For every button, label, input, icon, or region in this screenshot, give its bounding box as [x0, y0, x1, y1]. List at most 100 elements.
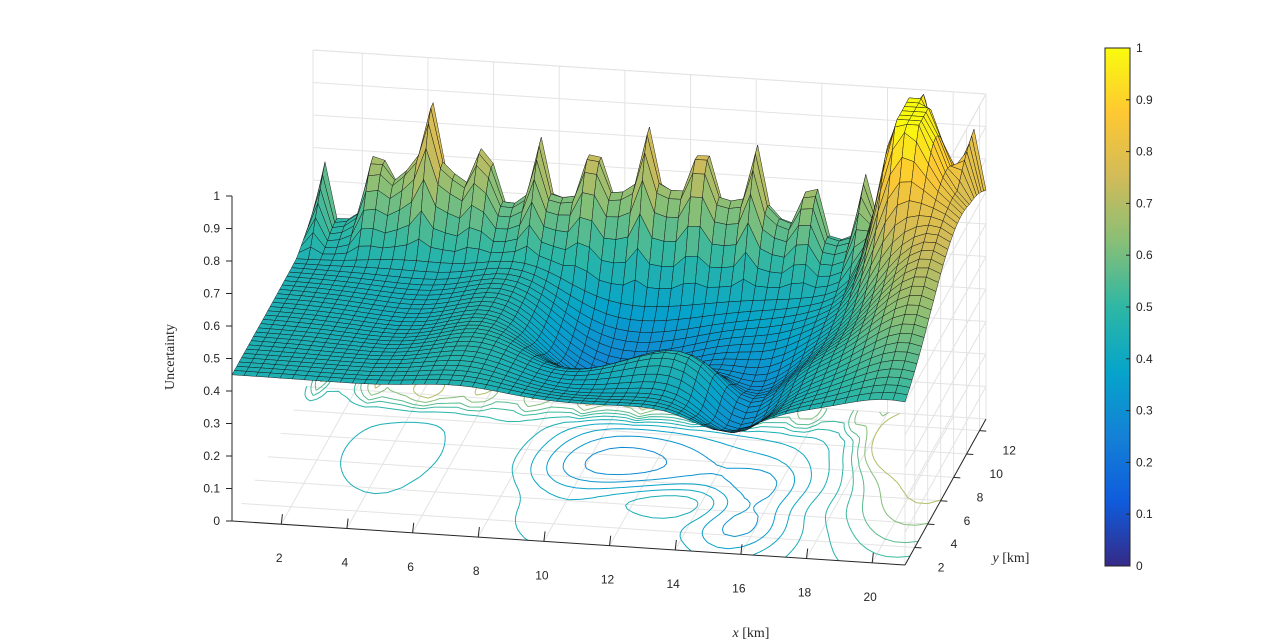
surface-face [327, 377, 343, 383]
y-tick-label: 8 [977, 490, 984, 504]
x-tick-mark [477, 527, 480, 538]
colorbar-tick-label: 0 [1136, 559, 1143, 573]
y-tick-label: 12 [1003, 444, 1017, 458]
contour-line [584, 446, 668, 476]
contour-line [530, 423, 812, 556]
surface-face [923, 233, 939, 243]
x-tick-mark [609, 535, 612, 546]
x-tick-label: 16 [732, 581, 746, 595]
z-tick-label: 0.5 [203, 352, 220, 366]
x-tick-mark [543, 531, 546, 542]
right-wall-grid-line [904, 353, 987, 501]
right-wall-grid-line [904, 256, 987, 403]
surface-mesh [231, 93, 987, 433]
x-axis-label: x [km] [732, 626, 770, 641]
contour-line [340, 419, 830, 558]
x-tick-label: 10 [535, 568, 549, 582]
floor-grid-line [477, 390, 560, 538]
surface-face [440, 249, 456, 264]
surface-face [370, 156, 386, 165]
x-tick-label: 6 [407, 560, 414, 574]
floor-grid-line [871, 416, 954, 564]
floor-grid-line [254, 479, 928, 525]
surface-face [630, 305, 646, 321]
floor-grid-line [306, 386, 980, 432]
y-tick-label: 10 [990, 467, 1004, 481]
x-tick-mark [674, 539, 677, 551]
contour-line [304, 386, 846, 561]
z-tick-label: 0.3 [203, 417, 220, 431]
colorbar-tick-label: 0.4 [1136, 352, 1153, 366]
right-wall-grid-line [904, 386, 987, 533]
back-wall-grid-line [312, 82, 987, 127]
contour-line [562, 435, 778, 538]
surface-face [425, 261, 441, 273]
surface-face [644, 287, 660, 307]
z-tick-label: 0.4 [203, 384, 220, 398]
colorbar-tick-label: 0.3 [1136, 404, 1153, 418]
z-axis-label: Uncertainty [163, 324, 178, 390]
colorbar-tick-label: 0.8 [1136, 145, 1153, 159]
x-tick-label: 14 [667, 577, 681, 591]
x-tick-mark [280, 514, 283, 525]
right-wall-grid-line [904, 321, 987, 468]
x-tick-label: 18 [798, 586, 812, 600]
x-tick-mark [346, 518, 349, 529]
z-tick-label: 0.8 [203, 254, 220, 268]
x-axis-line [231, 520, 906, 566]
right-wall-grid-line [904, 288, 987, 436]
z-tick-label: 0.2 [203, 449, 220, 463]
floor-grid-line [280, 377, 363, 525]
z-tick-label: 1 [213, 189, 220, 203]
x-tick-mark [412, 522, 415, 533]
colorbar-tick-label: 0.7 [1136, 196, 1153, 210]
floor-grid-line [267, 456, 941, 502]
x-tick-mark [740, 544, 743, 555]
z-tick-label: 0.6 [203, 319, 220, 333]
colorbar-tick-label: 0.6 [1136, 248, 1153, 262]
x-tick-label: 4 [342, 556, 349, 570]
y-tick-label: 6 [964, 514, 971, 528]
x-tick-mark [806, 548, 809, 559]
z-tick-label: 0.1 [203, 482, 220, 496]
colorbar-tick-label: 0.9 [1136, 93, 1153, 107]
x-tick-label: 2 [276, 551, 283, 565]
colorbar-gradient [1104, 47, 1131, 567]
axes: 2 4 6 8 10 12 14 16 18 202468101200.10.20.30.40.5… [203, 189, 1016, 604]
surface-face [819, 252, 835, 266]
y-axis-label: y [km] [991, 551, 1030, 566]
contour-projection [304, 374, 942, 561]
x-axis-unit: [km] [742, 626, 769, 641]
z-tick-label: 0 [213, 514, 220, 528]
contour-line [546, 428, 796, 550]
y-tick-label: 4 [951, 537, 958, 551]
surface-face [497, 206, 513, 218]
colorbar: 0 0.1 0.2 0.3 0.4 0.5 0.6 0.7 0.8 0.9 1 [1104, 41, 1153, 573]
z-tick-label: 0.9 [203, 222, 220, 236]
colorbar-tick-label: 0.1 [1136, 507, 1153, 521]
x-tick-label: 20 [863, 590, 877, 604]
surface-face [411, 270, 427, 280]
floor-grid-line [293, 409, 967, 455]
y-tick-label: 2 [938, 560, 945, 574]
z-tick-label: 0.7 [203, 287, 220, 301]
surface-face [584, 159, 600, 175]
colorbar-tick-label: 0.5 [1136, 300, 1153, 314]
surface-face [255, 371, 271, 378]
x-tick-label: 8 [473, 564, 480, 578]
y-axis-variable: y [991, 551, 1000, 566]
floor-grid-line [280, 432, 954, 478]
colorbar-tick-label: 0.2 [1136, 455, 1153, 469]
x-axis-variable: x [732, 626, 740, 641]
x-tick-label: 12 [601, 573, 615, 587]
x-tick-mark [871, 552, 874, 563]
floor-grid-line [740, 408, 823, 555]
y-axis-line [904, 418, 987, 566]
y-axis-unit: [km] [1002, 551, 1029, 566]
surface-face [892, 392, 908, 403]
floor-grid-line [346, 382, 429, 529]
box-edge [312, 49, 987, 95]
colorbar-tick-label: 1 [1136, 41, 1143, 55]
colorbar-ticks: 0 0.1 0.2 0.3 0.4 0.5 0.6 0.7 0.8 0.9 1 [1126, 41, 1153, 573]
